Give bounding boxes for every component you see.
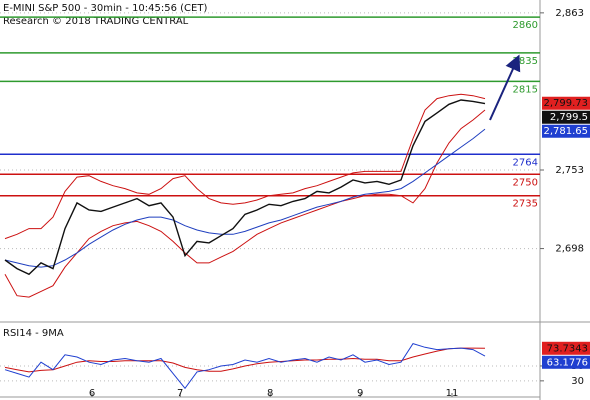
x-tick-label: 7 — [177, 388, 183, 399]
x-tick-label: 9 — [357, 388, 363, 399]
series-line — [4, 93, 486, 240]
forecast-arrow — [489, 54, 521, 121]
price-tag — [542, 341, 590, 355]
price-tag — [542, 124, 590, 138]
chart-title: E-MINI S&P 500 - 30min - 10:45:56 (CET) — [3, 3, 207, 14]
series-line — [4, 347, 486, 373]
series-line — [4, 99, 486, 276]
price-tag — [542, 355, 590, 369]
level-label: 2860 — [513, 20, 538, 31]
series-line — [4, 128, 486, 268]
level-label: 2815 — [513, 84, 538, 95]
y-tick-label: 2,753 — [555, 165, 584, 176]
level-label: 2764 — [513, 157, 538, 168]
chart-subtitle: Research © 2018 TRADING CENTRAL — [3, 16, 189, 27]
y-tick-label: 2,698 — [555, 244, 584, 255]
price-tag-label: 2,799.73 — [543, 98, 588, 109]
x-tick-label: 11 — [446, 388, 459, 399]
series-line — [4, 343, 486, 390]
x-tick-label: 6 — [89, 388, 95, 399]
price-tag — [542, 110, 590, 124]
level-label: 2835 — [513, 56, 538, 67]
price-tag-label: 2,799.5 — [550, 112, 588, 123]
price-tag-label: 73.7343 — [547, 343, 588, 354]
price-tag-label: 63.1776 — [547, 357, 588, 368]
y-tick-label: 30 — [571, 376, 584, 387]
rsi-title: RSI14 - 9MA — [3, 328, 64, 339]
y-tick-label: 2,863 — [555, 8, 584, 19]
price-tag-label: 2,781.65 — [543, 126, 588, 137]
series-line — [4, 109, 486, 298]
price-tag — [542, 96, 590, 110]
level-label: 2735 — [513, 199, 538, 210]
x-tick-label: 8 — [267, 388, 273, 399]
level-label: 2750 — [513, 177, 538, 188]
